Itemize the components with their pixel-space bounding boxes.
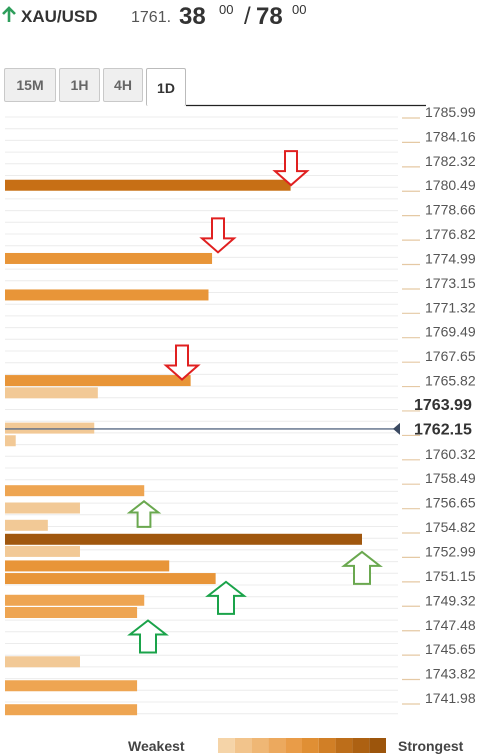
tick-label: 1743.82 [425, 666, 476, 682]
price-main: 1761. [131, 9, 171, 26]
tick-label: 1769.49 [425, 324, 476, 340]
tick-label: 1741.98 [425, 690, 476, 706]
legend-swatch [268, 738, 286, 753]
confluence-bar [5, 656, 80, 668]
tab-1h[interactable]: 1H [59, 68, 100, 102]
legend-weakest-label: Weakest [128, 738, 185, 754]
price-separator: / [244, 3, 251, 30]
tick-label: 1745.65 [425, 641, 476, 657]
confluence-bar [5, 560, 170, 572]
price-sup-2: 00 [292, 2, 306, 17]
support-arrow-icon [205, 580, 247, 615]
confluence-bar [5, 573, 216, 585]
legend-strongest-label: Strongest [398, 738, 464, 754]
support-arrow-icon [126, 500, 162, 528]
confluence-bar [5, 375, 191, 387]
tick-label: 1756.65 [425, 495, 476, 511]
price-big-1: 38 [179, 3, 206, 30]
tick-label: 1747.48 [425, 617, 476, 633]
legend-swatch [285, 738, 302, 753]
confluence-bar [5, 179, 291, 191]
current-price-marker [393, 422, 400, 435]
confluence-bar [5, 519, 48, 531]
symbol-label: XAU/USD [21, 7, 98, 26]
tick-label: 1751.15 [425, 568, 476, 584]
legend-swatch [234, 738, 252, 753]
header-svg: XAU/USD 1761. 38 00 /78 00 [2, 2, 306, 30]
tick-label: 1752.99 [425, 543, 476, 559]
confluence-bar [5, 422, 95, 434]
tab-15m[interactable]: 15M [4, 68, 56, 102]
confluence-bar [5, 289, 209, 301]
price-sup-1: 00 [219, 2, 233, 17]
tab-4h[interactable]: 4H [103, 68, 143, 102]
confluence-bar [5, 704, 138, 716]
confluence-bar [5, 502, 80, 514]
tick-label: 1765.82 [425, 373, 476, 389]
resistance-arrow-icon [272, 150, 310, 187]
confluence-bar [5, 545, 80, 557]
tick-label: 1767.65 [425, 348, 476, 364]
confluence-bar [5, 435, 16, 447]
support-arrow-icon [127, 619, 169, 654]
confluence-bar [5, 387, 98, 399]
tick-label: 1762.15 [414, 421, 472, 438]
price-big-2: 78 [256, 3, 283, 30]
tick-label: 1758.49 [425, 470, 476, 486]
tick-label: 1763.99 [414, 397, 472, 414]
tick-label: 1776.82 [425, 226, 476, 242]
confluence-bar [5, 607, 138, 619]
tick-label: 1771.32 [425, 299, 476, 315]
legend-swatch [302, 738, 319, 753]
confluence-bar [5, 485, 145, 497]
legend-swatch [335, 738, 353, 753]
tick-label: 1754.82 [425, 519, 476, 535]
tick-label: 1760.32 [425, 446, 476, 462]
legend-swatch [318, 738, 336, 753]
price-header: XAU/USD 1761. 38 00 /78 00 [0, 0, 494, 38]
tick-label: 1778.66 [425, 202, 476, 218]
confluence-bar [5, 594, 145, 606]
tick-label: 1785.99 [425, 104, 476, 120]
tick-label: 1782.32 [425, 153, 476, 169]
tick-label: 1749.32 [425, 592, 476, 608]
resistance-arrow-icon [163, 344, 201, 381]
legend-swatch [352, 738, 370, 753]
up-arrow-icon [2, 6, 16, 22]
legend-swatch [218, 738, 235, 753]
tick-label: 1774.99 [425, 250, 476, 266]
tick-label: 1780.49 [425, 177, 476, 193]
tick-label: 1784.16 [425, 128, 476, 144]
tab-1d[interactable]: 1D [146, 68, 186, 106]
tick-label: 1773.15 [425, 275, 476, 291]
confluence-bar [5, 680, 138, 692]
support-arrow-icon [341, 550, 383, 585]
confluence-bar [5, 533, 362, 545]
legend-swatch [251, 738, 269, 753]
confluence-bar [5, 252, 213, 264]
resistance-arrow-icon [199, 217, 237, 254]
legend-swatch [369, 738, 386, 753]
